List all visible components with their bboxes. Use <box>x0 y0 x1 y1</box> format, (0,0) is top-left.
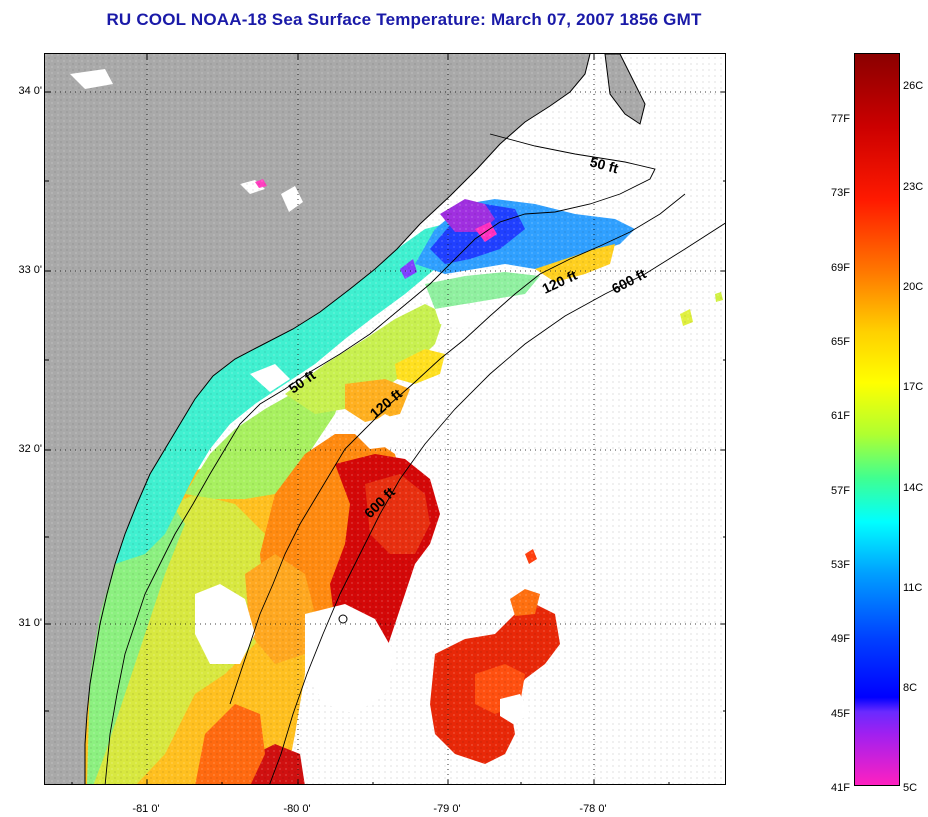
colorbar-f-label: 61F <box>831 410 850 422</box>
colorbar-f-label: 73F <box>831 187 850 199</box>
colorbar-f-label: 41F <box>831 782 850 794</box>
lat-label-33: 33 0' <box>18 264 42 276</box>
lon-label-78: -78 0' <box>579 803 607 815</box>
colorbar-c-label: 20C <box>903 281 924 293</box>
cloud-mask <box>250 364 290 392</box>
isobath-50ft <box>104 133 656 784</box>
temperature-colorbar <box>854 53 900 786</box>
colorbar-f-label: 57F <box>831 485 850 497</box>
lat-label-31: 31 0' <box>18 617 42 629</box>
cloud-mask <box>500 694 530 724</box>
cloud-mask <box>435 304 485 329</box>
colorbar-c-label: 5C <box>903 782 918 794</box>
isobath-600ft <box>269 222 725 784</box>
cloud-mask <box>355 414 405 449</box>
colorbar-c-label: 14C <box>903 482 924 494</box>
sst-map: 50 ft 120 ft 600 ft 50 ft 120 ft 600 ft <box>44 53 726 785</box>
lat-label-32: 32 0' <box>18 443 42 455</box>
contour-label-50ft-north: 50 ft <box>588 153 620 176</box>
colorbar-f-label: 45F <box>831 708 850 720</box>
colorbar-f-label: 49F <box>831 633 850 645</box>
colorbar-f-label: 65F <box>831 336 850 348</box>
cloud-mask <box>305 604 395 714</box>
colorbar-f-label: 77F <box>831 113 850 125</box>
lat-label-34: 34 0' <box>18 85 42 97</box>
colorbar-c-label: 23C <box>903 181 924 193</box>
colorbar-c-label: 17C <box>903 381 924 393</box>
lon-label-80: -80 0' <box>283 803 311 815</box>
colorbar-f-label: 69F <box>831 262 850 274</box>
colorbar-c-label: 11C <box>903 582 923 594</box>
colorbar-c-label: 26C <box>903 80 924 92</box>
cloud-mask <box>70 69 113 89</box>
buoy-marker <box>338 614 348 624</box>
lon-label-81: -81 0' <box>132 803 160 815</box>
colorbar-f-label: 53F <box>831 559 850 571</box>
tick-marks <box>45 54 725 784</box>
lon-label-79: -79 0' <box>433 803 461 815</box>
isobath-120ft <box>229 193 686 705</box>
graticule <box>45 54 725 784</box>
coastline <box>604 54 646 125</box>
map-title: RU COOL NOAA-18 Sea Surface Temperature:… <box>106 10 702 29</box>
colorbar-c-label: 8C <box>903 682 918 694</box>
cloud-mask <box>281 186 303 212</box>
